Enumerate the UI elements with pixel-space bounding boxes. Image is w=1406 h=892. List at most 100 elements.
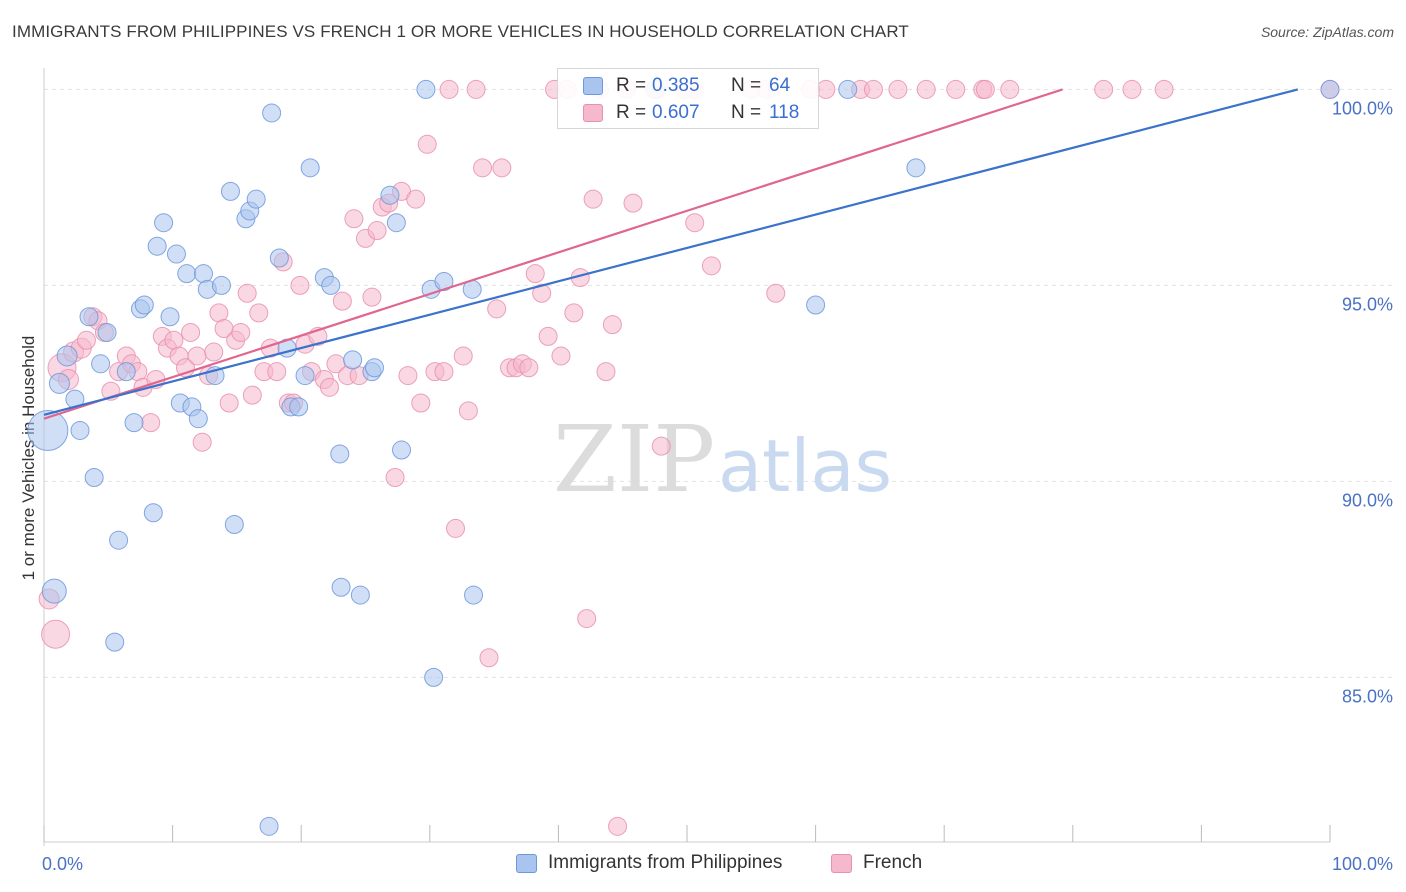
french-point <box>766 283 786 303</box>
french-point <box>583 189 603 209</box>
philippines-point <box>330 444 350 464</box>
legend-n-label: N = <box>731 102 762 123</box>
french-point <box>519 358 539 378</box>
series-legend: Immigrants from Philippines French <box>0 852 1406 878</box>
philippines-point <box>91 354 111 374</box>
philippines-point <box>97 322 117 342</box>
french-point <box>76 330 96 350</box>
y-tick-label: 85.0% <box>1342 686 1393 706</box>
french-point <box>439 79 459 99</box>
philippines-point <box>392 440 412 460</box>
french-point <box>367 221 387 241</box>
philippines-point <box>464 585 484 605</box>
french-point <box>602 315 622 335</box>
french-point <box>1154 79 1174 99</box>
philippines-trend-line <box>43 88 1299 416</box>
stats-legend: R = 0.385 N = 64 R = 0.607 N = 118 <box>557 68 819 129</box>
french-point <box>525 264 545 284</box>
legend-label-french: French <box>863 852 923 873</box>
legend-label-philippines: Immigrants from Philippines <box>548 852 783 873</box>
philippines-point <box>143 503 163 523</box>
french-point <box>319 377 339 397</box>
legend-r-label: R = <box>616 102 647 123</box>
philippines-point <box>116 362 136 382</box>
philippines-point <box>79 307 99 327</box>
french-point <box>532 283 552 303</box>
french-point <box>1122 79 1142 99</box>
philippines-point <box>211 275 231 295</box>
french-point <box>623 193 643 213</box>
pink-swatch-icon <box>831 853 852 873</box>
french-trend-line <box>43 88 1063 420</box>
philippines-point <box>331 577 351 597</box>
legend-item-philippines[interactable]: Immigrants from Philippines <box>516 852 782 874</box>
philippines-point <box>124 413 144 433</box>
philippines-point <box>84 467 104 487</box>
french-point <box>487 299 507 319</box>
french-point <box>492 158 512 178</box>
watermark-atlas: atlas <box>718 424 892 508</box>
french-point <box>406 189 426 209</box>
french-point <box>267 362 287 382</box>
french-point <box>332 291 352 311</box>
legend-r-value: 0.385 <box>652 75 700 96</box>
philippines-point <box>350 585 370 605</box>
philippines-point <box>300 158 320 178</box>
french-point <box>1094 79 1114 99</box>
french-point <box>141 413 161 433</box>
philippines-point <box>177 264 197 284</box>
philippines-point <box>321 275 341 295</box>
legend-n-label: N = <box>731 75 762 96</box>
philippines-point <box>224 515 244 535</box>
french-point <box>479 648 499 668</box>
philippines-point <box>365 358 385 378</box>
watermark-zip: ZIP <box>553 406 715 513</box>
french-point <box>192 432 212 452</box>
philippines-point <box>154 213 174 233</box>
french-point <box>231 322 251 342</box>
pink-swatch-icon <box>583 104 603 122</box>
french-point <box>417 134 437 154</box>
french-point <box>466 79 486 99</box>
philippines-point <box>269 248 289 268</box>
french-point <box>596 362 616 382</box>
philippines-point <box>160 307 180 327</box>
french-point <box>975 79 995 99</box>
philippines-point <box>295 366 315 386</box>
x-tick-label: 0.0% <box>42 854 83 874</box>
french-point <box>538 326 558 346</box>
chart-source: Source: ZipAtlas.com <box>1260 24 1394 40</box>
french-point <box>41 619 71 649</box>
philippines-point <box>424 667 444 687</box>
blue-swatch-icon <box>516 853 537 873</box>
philippines-point <box>906 158 926 178</box>
french-point <box>863 79 883 99</box>
french-point <box>411 393 431 413</box>
french-point <box>362 287 382 307</box>
french-point <box>344 209 364 229</box>
blue-swatch-icon <box>583 77 603 95</box>
philippines-point <box>380 185 400 205</box>
french-point <box>219 393 239 413</box>
philippines-point <box>416 79 436 99</box>
french-point <box>181 322 201 342</box>
philippines-point <box>246 189 266 209</box>
french-point <box>888 79 908 99</box>
philippines-point <box>188 409 208 429</box>
french-point <box>701 256 721 276</box>
french-point <box>564 303 584 323</box>
french-point <box>685 213 705 233</box>
philippines-point <box>41 578 67 604</box>
legend-r-value: 0.607 <box>652 102 700 123</box>
french-point <box>446 518 466 538</box>
philippines-point <box>56 345 78 367</box>
philippines-point <box>838 79 858 99</box>
philippines-point <box>105 632 125 652</box>
french-point <box>237 283 257 303</box>
chart-title: IMMIGRANTS FROM PHILIPPINES VS FRENCH 1 … <box>12 22 909 41</box>
axes <box>43 68 1331 846</box>
french-point <box>551 346 571 366</box>
philippines-point <box>386 213 406 233</box>
french-point <box>249 303 269 323</box>
legend-item-french[interactable]: French <box>831 852 922 874</box>
